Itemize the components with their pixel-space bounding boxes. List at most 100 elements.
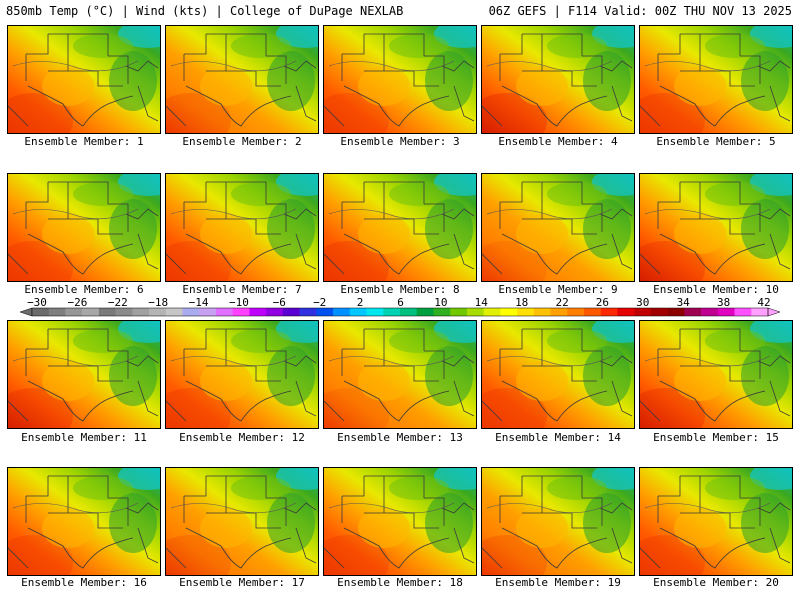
ensemble-map-panel [639,173,793,282]
temperature-field-map [482,26,634,133]
colorbar-swatch [701,308,719,316]
ensemble-map-panel [165,173,319,282]
colorbar-swatch [266,308,284,316]
colorbar-swatch [517,308,535,316]
colorbar-swatch [416,308,434,316]
temperature-field-map [482,321,634,428]
panel-label: Ensemble Member: 10 [653,283,779,296]
temperature-field-map [324,321,476,428]
colorbar-swatch [182,308,200,316]
ensemble-map-panel [323,467,477,576]
colorbar-swatch [282,308,300,316]
colorbar-tick-label: 38 [717,296,730,309]
colorbar-swatch [232,308,250,316]
colorbar-swatch [584,308,602,316]
colorbar-outline [31,307,769,317]
ensemble-map-panel [7,320,161,429]
colorbar-swatch [450,308,468,316]
panel-label: Ensemble Member: 16 [21,576,147,589]
panel-label: Ensemble Member: 9 [498,283,618,296]
colorbar-tick-label: −14 [189,296,209,309]
colorbar-tick-label: 18 [515,296,528,309]
panel-label: Ensemble Member: 1 [24,135,144,148]
temperature-field-map [8,26,160,133]
colorbar-swatch [617,308,635,316]
colorbar-tick-label: 34 [677,296,691,309]
colorbar-swatch [383,308,401,316]
panel-label: Ensemble Member: 20 [653,576,779,589]
temperature-field-map [166,26,318,133]
temperature-field-map [166,174,318,281]
colorbar-swatch [650,308,668,316]
ensemble-map-panel [481,25,635,134]
colorbar-tick-label: 26 [596,296,609,309]
ensemble-map-panel [323,173,477,282]
ensemble-map-panel [481,320,635,429]
temperature-field-map [8,174,160,281]
colorbar-swatch [533,308,551,316]
ensemble-map-panel [165,25,319,134]
colorbar-tick-label: −22 [108,296,128,309]
colorbar-swatch [32,308,50,316]
panel-label: Ensemble Member: 8 [340,283,460,296]
colorbar-tick-label: 2 [357,296,364,309]
panel-label: Ensemble Member: 11 [21,431,147,444]
colorbar-swatch [466,308,484,316]
ensemble-map-panel [639,25,793,134]
colorbar-swatch [433,308,451,316]
panel-label: Ensemble Member: 12 [179,431,305,444]
temperature-field-map [166,321,318,428]
colorbar-swatch [717,308,735,316]
temperature-field-map [8,321,160,428]
colorbar-swatch [751,308,769,316]
colorbar-graphic: −30 −26 −22 −18 −14 −10 −6 −2 2 6 10 14 18 22 26 30 34 38… [19,296,781,317]
colorbar-swatch [199,308,217,316]
temperature-field-map [324,468,476,575]
colorbar-swatch [48,308,66,316]
colorbar-tick-label: −26 [67,296,87,309]
temperature-field-map [8,468,160,575]
colorbar-swatch [684,308,702,316]
temperature-field-map [640,468,792,575]
colorbar-swatch [132,308,150,316]
ensemble-map-panel [639,467,793,576]
ensemble-map-panel [7,467,161,576]
colorbar-swatch [149,308,167,316]
colorbar-tick-label: −10 [229,296,249,309]
colorbar-swatch [333,308,351,316]
panel-label: Ensemble Member: 17 [179,576,305,589]
colorbar-swatch [734,308,752,316]
panel-label: Ensemble Member: 19 [495,576,621,589]
ensemble-map-panel [481,173,635,282]
ensemble-map-panel [7,173,161,282]
panel-label: Ensemble Member: 15 [653,431,779,444]
temperature-colorbar: −30 −26 −22 −18 −14 −10 −6 −2 2 6 10 14 18 22 26 30 34 38… [0,296,800,318]
temperature-field-map [482,174,634,281]
colorbar-tick-label: 6 [397,296,404,309]
temperature-field-map [640,26,792,133]
colorbar-swatch [249,308,267,316]
colorbar-swatch [600,308,618,316]
panel-label: Ensemble Member: 7 [182,283,302,296]
temperature-field-map [324,174,476,281]
panel-label: Ensemble Member: 13 [337,431,463,444]
colorbar-tick-label: −30 [27,296,47,309]
temperature-field-map [482,468,634,575]
ensemble-map-panel [165,467,319,576]
ensemble-map-panel [481,467,635,576]
colorbar-swatch [165,308,183,316]
colorbar-swatch [349,308,367,316]
temperature-field-map [640,174,792,281]
temperature-field-map [640,321,792,428]
ensemble-map-panel [323,25,477,134]
product-title: 850mb Temp (°C) | Wind (kts) | College o… [6,4,404,18]
colorbar-tick-label: −6 [273,296,286,309]
panel-label: Ensemble Member: 14 [495,431,621,444]
colorbar-high-arrow [767,307,781,317]
colorbar-low-arrow [19,307,33,317]
panel-label: Ensemble Member: 3 [340,135,460,148]
colorbar-swatch [82,308,100,316]
colorbar-swatch [400,308,418,316]
colorbar-tick-label: −2 [313,296,326,309]
colorbar-tick-label: 10 [434,296,447,309]
